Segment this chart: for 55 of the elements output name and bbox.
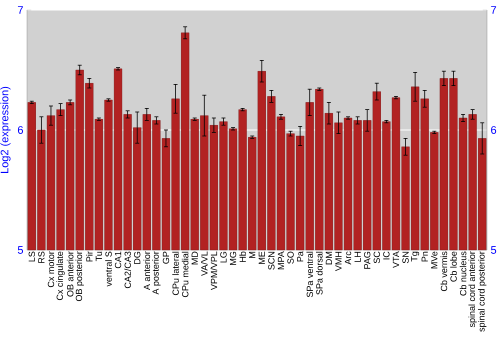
x-tick-label: MD (192, 252, 198, 264)
x-tick-label: A anterior (144, 251, 150, 290)
x-tick-label: VA/VL (201, 251, 208, 276)
x-tick-label: Cx motor (48, 251, 54, 288)
x-tick-label: ventral S (105, 252, 112, 287)
x-tick-label: spinal cord posterior (478, 251, 486, 332)
x-tick-label: Cb nucleus (460, 252, 466, 296)
x-tick-label: Cb lobe (450, 252, 457, 282)
x-tick-label: Arc (344, 251, 352, 265)
x-tick-label: Tg (411, 252, 420, 262)
x-tick-label: MG (230, 252, 236, 265)
x-tick-label: LG (220, 252, 227, 262)
x-tick-label: Pa (297, 251, 304, 262)
x-tick-label: GP (162, 252, 170, 264)
x-tick-label: Cb vermis (440, 252, 448, 292)
x-tick-label: DG (134, 252, 140, 264)
y-tick-label: 5 (18, 246, 24, 254)
x-tick-label: spinal cord anterior (468, 251, 477, 328)
x-tick-label: CPu medial (182, 252, 188, 298)
y-axis-title: Log2 (expression) (0, 86, 11, 173)
y2-tick-label: 6 (491, 126, 496, 134)
x-tick-label: OB posterior (76, 251, 84, 302)
x-tick-label: VTA (392, 251, 400, 268)
x-tick-label: RS (38, 252, 45, 263)
x-tick-label: SN (402, 252, 409, 264)
y-tick-label: 6 (18, 126, 23, 134)
x-tick-label: OB anterior (66, 251, 74, 297)
x-tick-label: SPa ventral (306, 252, 314, 298)
x-tick-label: CPu lateral (172, 252, 179, 296)
x-tick-label: SCN (268, 252, 275, 270)
x-tick-label: SPa dorsal (316, 252, 323, 295)
x-tick-label: CA2/CA3 (124, 252, 131, 288)
x-tick-label: A posterior (152, 251, 161, 295)
x-tick-label: M (249, 252, 256, 258)
y2-tick-label: 7 (491, 6, 496, 14)
x-tick-label: Pn (422, 252, 428, 262)
x-tick-label: LS (28, 252, 35, 262)
x-tick-label: CA1 (114, 252, 122, 268)
x-tick-label: VMH (335, 252, 342, 272)
x-tick-label: Tu (96, 252, 102, 262)
x-tick-label: SO (287, 252, 294, 264)
x-tick-label: PAG (364, 252, 370, 269)
y-tick-label: 7 (18, 6, 23, 14)
x-tick-label: VPM/VPL (210, 251, 218, 290)
x-tick-label: MVe (431, 252, 438, 268)
x-tick-label: Hb (239, 252, 246, 262)
x-tick-label: LH (354, 252, 361, 262)
x-tick-label: Pir (86, 251, 93, 262)
x-tick-label: MPA (278, 251, 284, 270)
x-tick-label: ME (258, 252, 265, 264)
x-tick-label: Cx cingulate (56, 252, 65, 300)
y2-tick-label: 5 (490, 246, 496, 254)
x-tick-label: DM (326, 252, 332, 264)
x-tick-label: IC (383, 252, 390, 260)
x-tick-label: SC (374, 252, 380, 264)
